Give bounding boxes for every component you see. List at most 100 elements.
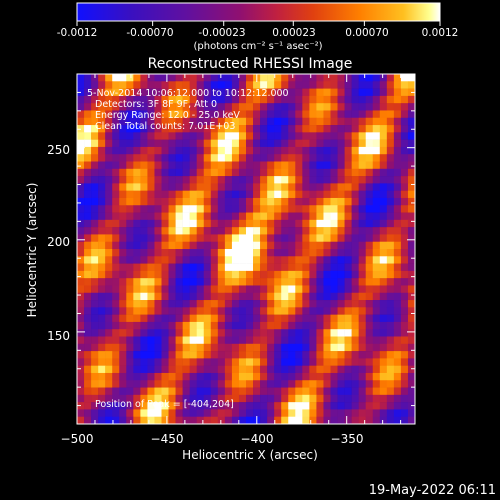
heatmap-pixel	[112, 358, 120, 366]
heatmap-pixel	[274, 74, 282, 82]
heatmap-pixel	[168, 110, 176, 119]
heatmap-pixel	[246, 212, 254, 221]
heatmap-pixel	[133, 321, 141, 330]
timestamp: 19-May-2022 06:11	[369, 483, 496, 498]
heatmap-pixel	[351, 183, 359, 191]
heatmap-pixel	[323, 125, 331, 133]
heatmap-pixel	[302, 103, 310, 111]
heatmap-pixel	[274, 205, 282, 213]
heatmap-pixel	[379, 74, 388, 82]
heatmap-pixel	[358, 205, 367, 213]
heatmap-pixel	[330, 154, 338, 162]
heatmap-pixel	[105, 103, 113, 111]
heatmap-pixel	[281, 161, 289, 170]
heatmap-pixel	[274, 197, 282, 206]
heatmap-pixel	[84, 110, 92, 119]
heatmap-pixel	[217, 300, 226, 308]
heatmap-pixel	[112, 117, 120, 126]
heatmap-pixel	[379, 285, 388, 294]
heatmap-pixel	[407, 249, 415, 257]
heatmap-pixel	[182, 205, 190, 213]
heatmap-pixel	[182, 154, 190, 162]
heatmap-pixel	[274, 387, 282, 396]
heatmap-pixel	[330, 249, 338, 257]
heatmap-pixel	[316, 125, 324, 133]
heatmap-pixel	[196, 263, 205, 272]
heatmap-pixel	[246, 351, 254, 359]
heatmap-pixel	[168, 292, 176, 301]
heatmap-pixel	[224, 270, 233, 279]
heatmap-pixel	[77, 81, 85, 89]
heatmap-pixel	[351, 103, 359, 111]
heatmap-pixel	[84, 365, 92, 374]
heatmap-pixel	[77, 278, 85, 286]
heatmap-pixel	[358, 197, 367, 206]
heatmap-pixel	[379, 358, 388, 366]
heatmap-pixel	[407, 117, 415, 126]
heatmap-pixel	[175, 380, 183, 388]
heatmap-pixel	[154, 168, 162, 177]
heatmap-pixel	[365, 154, 374, 162]
heatmap-pixel	[154, 256, 162, 264]
heatmap-pixel	[112, 380, 120, 388]
heatmap-pixel	[203, 314, 212, 323]
heatmap-pixel	[344, 125, 352, 133]
heatmap-pixel	[344, 212, 352, 221]
heatmap-pixel	[400, 234, 409, 243]
heatmap-pixel	[175, 249, 183, 257]
heatmap-pixel	[358, 249, 367, 257]
heatmap-pixel	[316, 74, 324, 82]
heatmap-pixel	[281, 402, 289, 410]
heatmap-pixel	[372, 234, 381, 243]
heatmap-pixel	[260, 74, 268, 82]
heatmap-pixel	[365, 263, 374, 272]
heatmap-pixel	[386, 227, 395, 235]
heatmap-pixel	[119, 256, 127, 264]
heatmap-pixel	[337, 416, 345, 424]
heatmap-pixel	[288, 125, 296, 133]
heatmap-pixel	[407, 227, 415, 235]
heatmap-pixel	[126, 256, 134, 264]
heatmap-pixel	[161, 154, 169, 162]
heatmap-pixel	[147, 314, 155, 323]
heatmap-pixel	[98, 139, 106, 148]
heatmap-pixel	[140, 358, 148, 366]
heatmap-pixel	[133, 256, 141, 264]
heatmap-pixel	[386, 380, 395, 388]
heatmap-pixel	[372, 387, 381, 396]
heatmap-pixel	[126, 343, 134, 352]
heatmap-pixel	[112, 139, 120, 148]
heatmap-pixel	[365, 329, 374, 337]
heatmap-pixel	[344, 161, 352, 170]
heatmap-pixel	[217, 176, 226, 184]
heatmap-pixel	[253, 351, 261, 359]
heatmap-pixel	[393, 358, 402, 366]
heatmap-pixel	[196, 314, 205, 323]
heatmap-pixel	[238, 197, 247, 206]
heatmap-pixel	[238, 168, 247, 177]
heatmap-pixel	[274, 234, 282, 243]
heatmap-pixel	[203, 321, 212, 330]
heatmap-pixel	[175, 205, 183, 213]
heatmap-pixel	[253, 95, 261, 104]
heatmap-pixel	[147, 351, 155, 359]
heatmap-pixel	[119, 307, 127, 315]
heatmap-pixel	[98, 132, 106, 140]
heatmap-pixel	[393, 227, 402, 235]
heatmap-pixel	[210, 343, 219, 352]
heatmap-pixel	[84, 394, 92, 403]
heatmap-pixel	[260, 219, 268, 228]
heatmap-pixel	[126, 402, 134, 410]
heatmap-pixel	[288, 81, 296, 89]
heatmap-pixel	[351, 336, 359, 345]
heatmap-pixel	[189, 139, 198, 148]
heatmap-pixel	[295, 343, 303, 352]
heatmap-pixel	[288, 197, 296, 206]
heatmap-pixel	[337, 380, 345, 388]
heatmap-pixel	[154, 285, 162, 294]
heatmap-pixel	[231, 95, 240, 104]
colorbar-tick-label: -0.00023	[198, 27, 245, 39]
heatmap-pixel	[161, 285, 169, 294]
heatmap-pixel	[316, 300, 324, 308]
heatmap-pixel	[217, 117, 226, 126]
